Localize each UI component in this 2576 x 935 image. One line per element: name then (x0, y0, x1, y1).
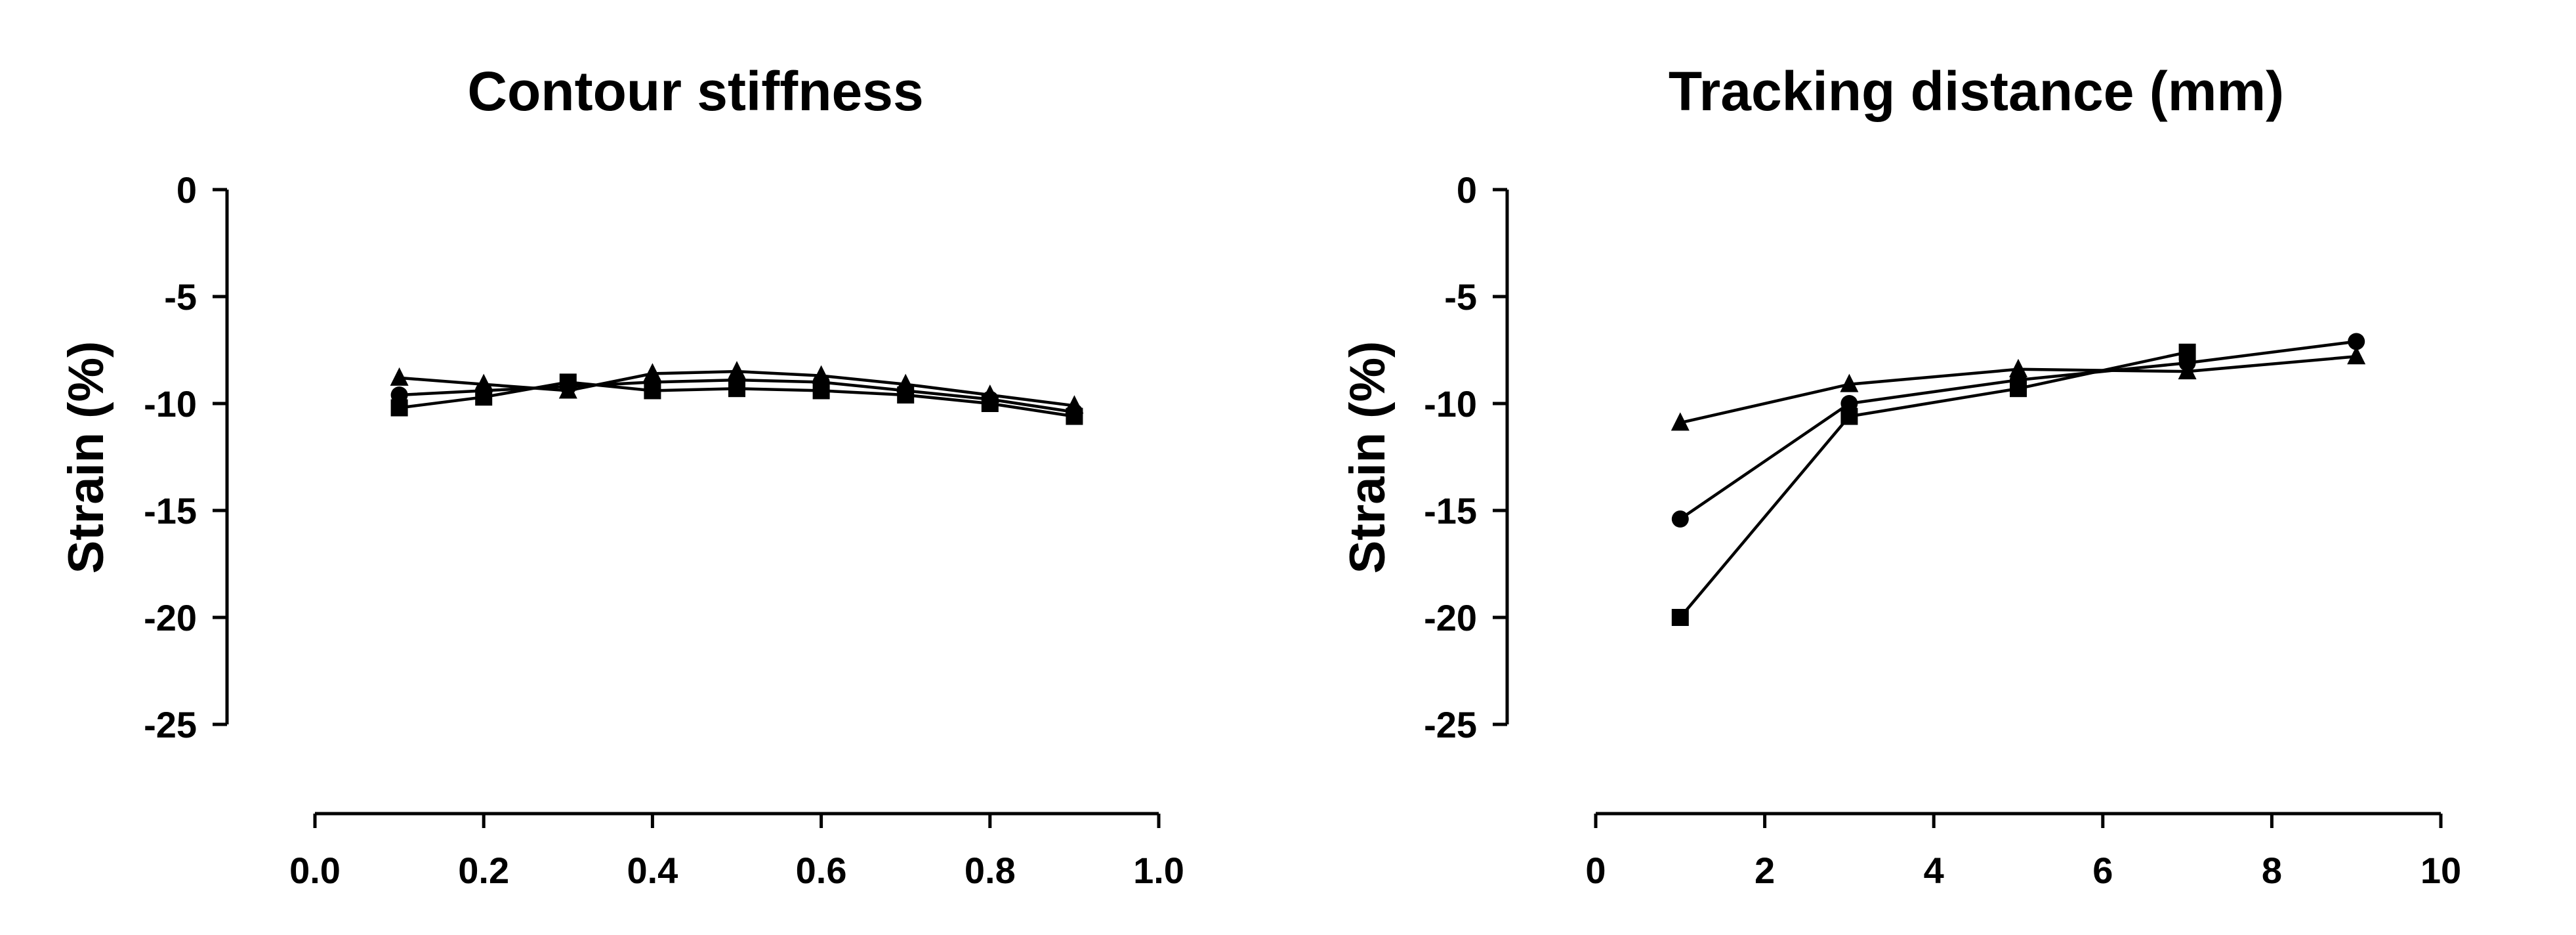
y-axis-label: Strain (%) (58, 341, 114, 574)
data-point-triangle (2009, 358, 2027, 377)
data-point-square (2010, 380, 2027, 398)
y-tick-label: -25 (144, 704, 197, 745)
data-point-square (1671, 609, 1689, 626)
y-tick-label: -10 (1424, 383, 1477, 425)
data-point-circle (1840, 395, 1858, 412)
x-tick-label: 2 (1755, 850, 1775, 891)
y-tick-label: -20 (144, 597, 197, 638)
y-tick-label: 0 (1457, 169, 1477, 211)
data-point-triangle (474, 373, 493, 392)
data-point-circle (390, 386, 408, 404)
x-tick-label: 0 (1585, 850, 1606, 891)
y-ticks: 0 -5 -10 -15 -20 -25 (144, 169, 227, 745)
x-tick-label: 4 (1924, 850, 1944, 891)
data-point-triangle (980, 384, 999, 403)
data-point-triangle (643, 363, 662, 382)
data-point-square (2178, 343, 2196, 361)
data-point-triangle (812, 365, 831, 384)
x-tick-label: 0.6 (796, 850, 847, 891)
data-point-triangle (2178, 361, 2197, 380)
y-tick-label: -15 (144, 490, 197, 531)
x-tick-label: 8 (2262, 850, 2282, 891)
x-tick-label: 6 (2092, 850, 2113, 891)
y-ticks: 0 -5 -10 -15 -20 -25 (1424, 169, 1507, 745)
data-point-square (644, 382, 661, 400)
x-tick-label: 0.8 (965, 850, 1016, 891)
data-point-triangle (2347, 346, 2366, 365)
data-point-triangle (1671, 412, 1690, 431)
y-tick-label: -5 (164, 276, 197, 318)
data-point-triangle (558, 380, 577, 399)
x-ticks: 0.0 0.2 0.4 0.6 0.8 1.0 (289, 814, 1184, 891)
y-tick-label: -10 (144, 383, 197, 425)
y-axis-label: Strain (%) (1340, 341, 1396, 574)
chart-contour-stiffness: Contour stiffness Strain (%) 0 -5 -10 -15 -2… (58, 60, 1184, 891)
x-ticks: 0 2 4 6 8 10 (1585, 814, 2461, 891)
data-point-square (728, 380, 745, 398)
x-tick-label: 1.0 (1133, 850, 1184, 891)
y-tick-label: -5 (1444, 276, 1477, 318)
y-tick-label: 0 (177, 169, 197, 211)
data-point-triangle (896, 373, 915, 392)
y-tick-label: -20 (1424, 597, 1477, 638)
data-point-triangle (728, 361, 746, 380)
data-point-square (1840, 407, 1858, 425)
x-tick-label: 10 (2420, 850, 2461, 891)
data-point-square (812, 382, 830, 400)
x-tick-label: 0.2 (458, 850, 509, 891)
x-tick-label: 0.4 (627, 850, 678, 891)
data-point-circle (2348, 333, 2365, 350)
data-point-triangle (390, 367, 409, 386)
plot-series (1671, 333, 2366, 626)
data-point-triangle (1840, 373, 1859, 392)
data-point-triangle (1065, 395, 1084, 414)
chart-title: Contour stiffness (467, 60, 923, 122)
y-tick-label: -15 (1424, 490, 1477, 531)
y-tick-label: -25 (1424, 704, 1477, 745)
data-point-square (390, 399, 408, 417)
x-tick-label: 0.0 (289, 850, 341, 891)
plot-series (390, 361, 1084, 425)
data-point-circle (1671, 510, 1689, 528)
chart-title: Tracking distance (mm) (1669, 60, 2284, 122)
chart-tracking-distance: Tracking distance (mm) Strain (%) 0 -5 -10… (1340, 60, 2461, 891)
